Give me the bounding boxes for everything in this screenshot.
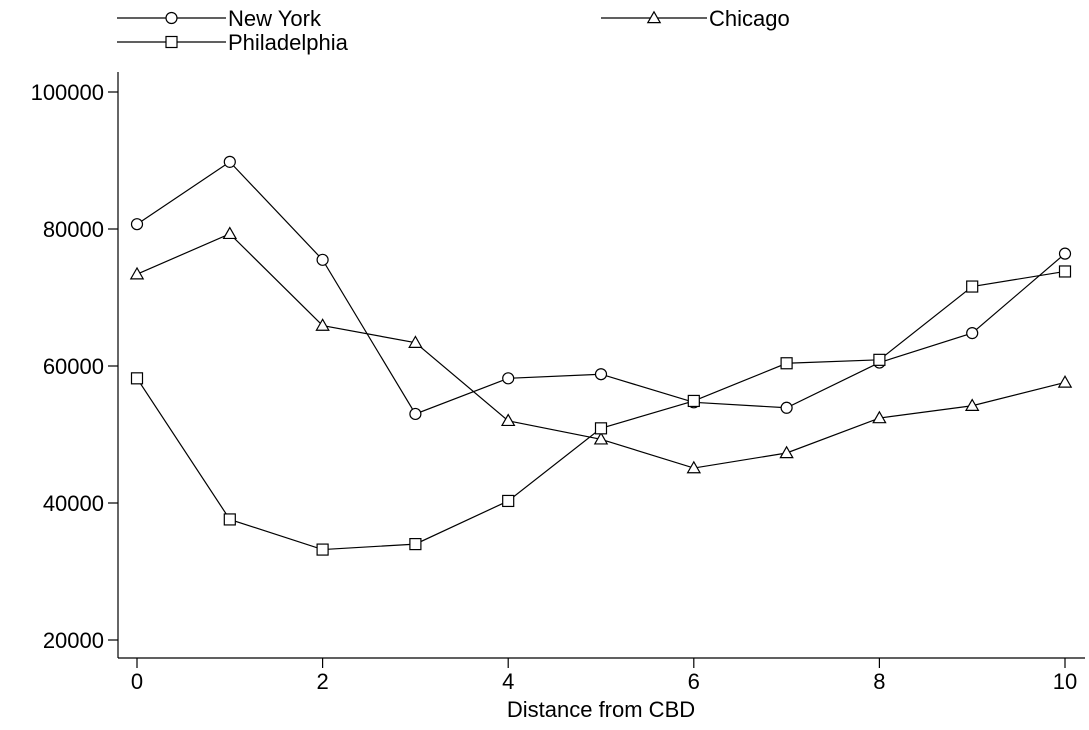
legend-label: Philadelphia [228,30,349,55]
series-line-philadelphia [136,270,1066,551]
data-point-chicago [779,445,794,459]
data-point-chicago [315,318,330,331]
plot-area [129,155,1073,556]
y-tick-label: 20000 [43,628,104,653]
y-axis-ticks: 20000 40000 60000 80000 100000 [31,80,118,653]
legend: New York Chicago Philadelphia [117,6,790,55]
data-point-new-york [780,401,793,414]
data-point-philadelphia [409,537,422,551]
data-point-new-york [223,155,236,168]
y-tick-label: 40000 [43,491,104,516]
legend-marker-triangle [646,10,662,24]
data-point-philadelphia [687,394,700,408]
x-axis-title: Distance from CBD [507,697,695,722]
y-tick-label: 60000 [43,354,104,379]
x-tick-label: 0 [131,669,143,694]
data-point-chicago [686,460,702,474]
legend-marker-square [165,35,178,49]
data-point-philadelphia [223,513,236,526]
series-philadelphia [130,265,1072,556]
legend-item-new-york: New York [117,6,322,31]
data-point-philadelphia [316,543,329,556]
data-point-philadelphia [594,422,608,435]
legend-label: New York [228,6,322,31]
legend-label: Chicago [709,6,790,31]
data-point-chicago [593,431,609,445]
data-point-new-york [316,253,329,266]
data-point-chicago [872,410,887,424]
data-point-philadelphia [1058,265,1072,278]
data-point-new-york [502,372,515,385]
y-tick-label: 100000 [31,80,104,105]
x-tick-label: 2 [316,669,328,694]
legend-item-philadelphia: Philadelphia [117,30,349,55]
data-point-new-york [1058,247,1072,260]
data-point-chicago [408,335,423,348]
data-point-philadelphia [502,494,515,508]
data-point-chicago [129,266,145,280]
x-tick-label: 8 [873,669,885,694]
x-tick-label: 10 [1053,669,1077,694]
x-tick-label: 6 [688,669,700,694]
x-tick-label: 4 [502,669,514,694]
data-point-chicago [1057,375,1073,388]
data-point-chicago [500,413,516,427]
data-point-new-york [130,218,144,231]
data-point-new-york [966,327,979,340]
data-point-philadelphia [780,357,793,370]
x-axis-ticks: 0 2 4 6 8 10 [131,658,1077,694]
data-point-chicago [964,398,980,411]
axes: 20000 40000 60000 80000 100000 0 2 4 6 8 10 Dista… [31,72,1085,722]
data-point-chicago [222,226,238,240]
data-point-new-york [409,407,422,421]
legend-marker-circle [165,11,178,25]
series-chicago [129,226,1073,474]
y-tick-label: 80000 [43,217,104,242]
data-point-new-york [594,368,608,381]
data-point-philadelphia [966,280,979,293]
series-new-york [130,155,1072,421]
data-point-philadelphia [873,353,886,366]
legend-item-chicago: Chicago [601,6,790,31]
data-point-philadelphia [130,372,144,385]
